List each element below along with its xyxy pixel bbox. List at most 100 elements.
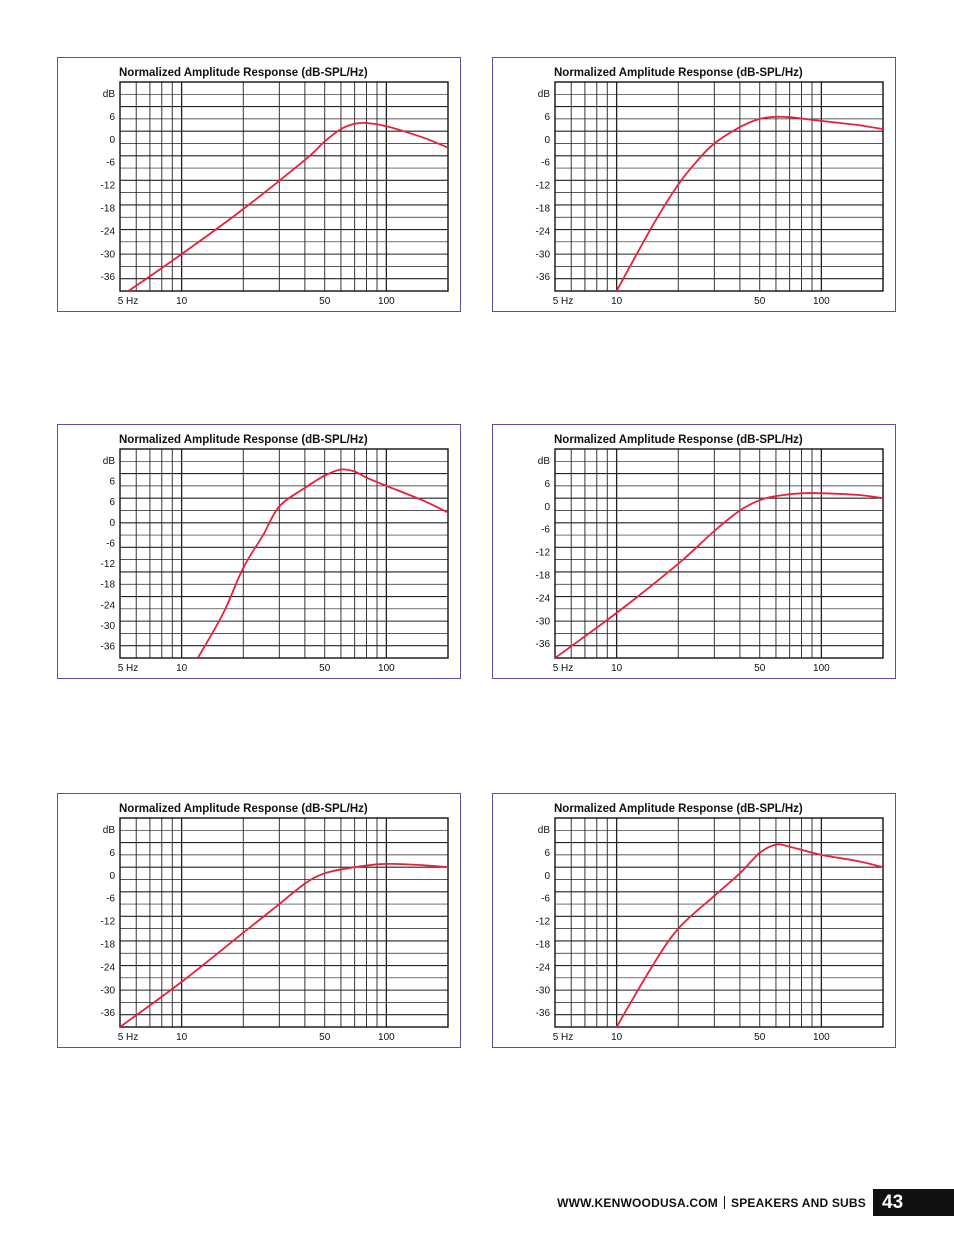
y-tick-label: -18	[536, 940, 551, 951]
y-tick-label: dB	[538, 825, 551, 836]
response-curve	[615, 843, 883, 1027]
page-footer: WWW.KENWOODUSA.COM SPEAKERS AND SUBS 43	[0, 1189, 954, 1216]
x-tick-label: 50	[754, 663, 766, 674]
y-tick-label: -18	[536, 571, 551, 582]
y-tick-label: -36	[536, 639, 551, 650]
y-tick-label: -30	[101, 621, 116, 632]
x-tick-label: 100	[813, 1032, 830, 1043]
y-tick-label: dB	[103, 89, 116, 100]
y-tick-label: 6	[109, 477, 115, 488]
y-tick-label: dB	[103, 825, 116, 836]
chart-svg: Normalized Amplitude Response (dB-SPL/Hz…	[101, 67, 449, 307]
chart-title: Normalized Amplitude Response (dB-SPL/Hz…	[554, 434, 803, 446]
chart-svg: Normalized Amplitude Response (dB-SPL/Hz…	[536, 803, 884, 1043]
chart-title: Normalized Amplitude Response (dB-SPL/Hz…	[554, 67, 803, 79]
response-curve	[197, 468, 448, 658]
response-chart-6: Normalized Amplitude Response (dB-SPL/Hz…	[492, 793, 896, 1048]
y-tick-label: -12	[536, 181, 551, 192]
y-tick-label: -6	[106, 894, 115, 905]
x-tick-label: 10	[176, 296, 188, 307]
y-tick-label: -36	[101, 1008, 116, 1019]
response-chart-2: Normalized Amplitude Response (dB-SPL/Hz…	[492, 57, 896, 312]
x-tick-label: 5 Hz	[553, 1032, 574, 1043]
y-tick-label: -12	[101, 917, 116, 928]
x-tick-label: 10	[611, 1032, 623, 1043]
y-tick-label: -6	[541, 158, 550, 169]
response-chart-4: Normalized Amplitude Response (dB-SPL/Hz…	[492, 424, 896, 679]
x-tick-label: 10	[611, 663, 623, 674]
y-tick-label: -24	[101, 962, 116, 973]
y-tick-label: 0	[109, 518, 115, 529]
y-tick-label: dB	[538, 89, 551, 100]
y-tick-label: -12	[101, 559, 116, 570]
y-tick-label: dB	[103, 456, 116, 467]
footer-text: WWW.KENWOODUSA.COM SPEAKERS AND SUBS	[557, 1196, 866, 1210]
chart-svg: Normalized Amplitude Response (dB-SPL/Hz…	[101, 803, 449, 1043]
response-chart-1: Normalized Amplitude Response (dB-SPL/Hz…	[57, 57, 461, 312]
response-chart-3: Normalized Amplitude Response (dB-SPL/Hz…	[57, 424, 461, 679]
y-tick-label: -18	[536, 204, 551, 215]
y-tick-label: -30	[536, 249, 551, 260]
y-tick-label: 0	[544, 502, 550, 513]
plot-frame	[554, 817, 884, 1028]
x-tick-label: 10	[176, 663, 188, 674]
y-tick-label: 6	[544, 848, 550, 859]
chart-title: Normalized Amplitude Response (dB-SPL/Hz…	[119, 803, 368, 815]
x-tick-label: 100	[813, 296, 830, 307]
y-tick-label: -12	[536, 548, 551, 559]
chart-title: Normalized Amplitude Response (dB-SPL/Hz…	[554, 803, 803, 815]
y-tick-label: -24	[536, 962, 551, 973]
y-tick-label: 0	[544, 135, 550, 146]
page-number: 43	[882, 1192, 904, 1213]
x-tick-label: 5 Hz	[553, 296, 574, 307]
y-tick-label: -30	[536, 985, 551, 996]
x-tick-label: 50	[319, 296, 331, 307]
x-tick-label: 50	[319, 1032, 331, 1043]
response-curve	[615, 115, 883, 291]
y-tick-label: -24	[536, 226, 551, 237]
chart-svg: Normalized Amplitude Response (dB-SPL/Hz…	[101, 434, 449, 674]
footer-section: SPEAKERS AND SUBS	[731, 1196, 866, 1210]
plot-frame	[119, 81, 449, 292]
y-tick-label: dB	[538, 456, 551, 467]
response-chart-5: Normalized Amplitude Response (dB-SPL/Hz…	[57, 793, 461, 1048]
y-tick-label: -30	[101, 985, 116, 996]
y-tick-label: -18	[101, 580, 116, 591]
x-tick-label: 100	[378, 1032, 395, 1043]
plot-frame	[119, 448, 449, 659]
footer-divider	[724, 1196, 726, 1209]
x-tick-label: 5 Hz	[118, 663, 139, 674]
y-tick-label: -24	[101, 226, 116, 237]
y-tick-label: -6	[106, 538, 115, 549]
y-tick-label: -18	[101, 940, 116, 951]
y-tick-label: -12	[101, 181, 116, 192]
plot-frame	[119, 817, 449, 1028]
chart-svg: Normalized Amplitude Response (dB-SPL/Hz…	[536, 434, 884, 674]
chart-title: Normalized Amplitude Response (dB-SPL/Hz…	[119, 434, 368, 446]
y-tick-label: -6	[541, 894, 550, 905]
y-tick-label: -6	[541, 525, 550, 536]
y-tick-label: -18	[101, 204, 116, 215]
y-tick-label: -12	[536, 917, 551, 928]
y-tick-label: -30	[536, 616, 551, 627]
x-tick-label: 50	[754, 296, 766, 307]
footer-site-link[interactable]: WWW.KENWOODUSA.COM	[557, 1196, 719, 1210]
y-tick-label: 0	[109, 871, 115, 882]
y-tick-label: 6	[109, 497, 115, 508]
page-number-badge: 43	[873, 1189, 954, 1216]
y-tick-label: 6	[109, 848, 115, 859]
y-tick-label: -24	[101, 600, 116, 611]
response-curve	[120, 862, 448, 1027]
y-tick-label: 6	[109, 112, 115, 123]
x-tick-label: 5 Hz	[118, 296, 139, 307]
x-tick-label: 50	[754, 1032, 766, 1043]
plot-frame	[554, 81, 884, 292]
chart-svg: Normalized Amplitude Response (dB-SPL/Hz…	[536, 67, 884, 307]
x-tick-label: 100	[378, 296, 395, 307]
x-tick-label: 100	[378, 663, 395, 674]
y-tick-label: -36	[101, 641, 116, 652]
y-tick-label: -36	[536, 272, 551, 283]
x-tick-label: 100	[813, 663, 830, 674]
x-tick-label: 5 Hz	[553, 663, 574, 674]
y-tick-label: 6	[544, 479, 550, 490]
